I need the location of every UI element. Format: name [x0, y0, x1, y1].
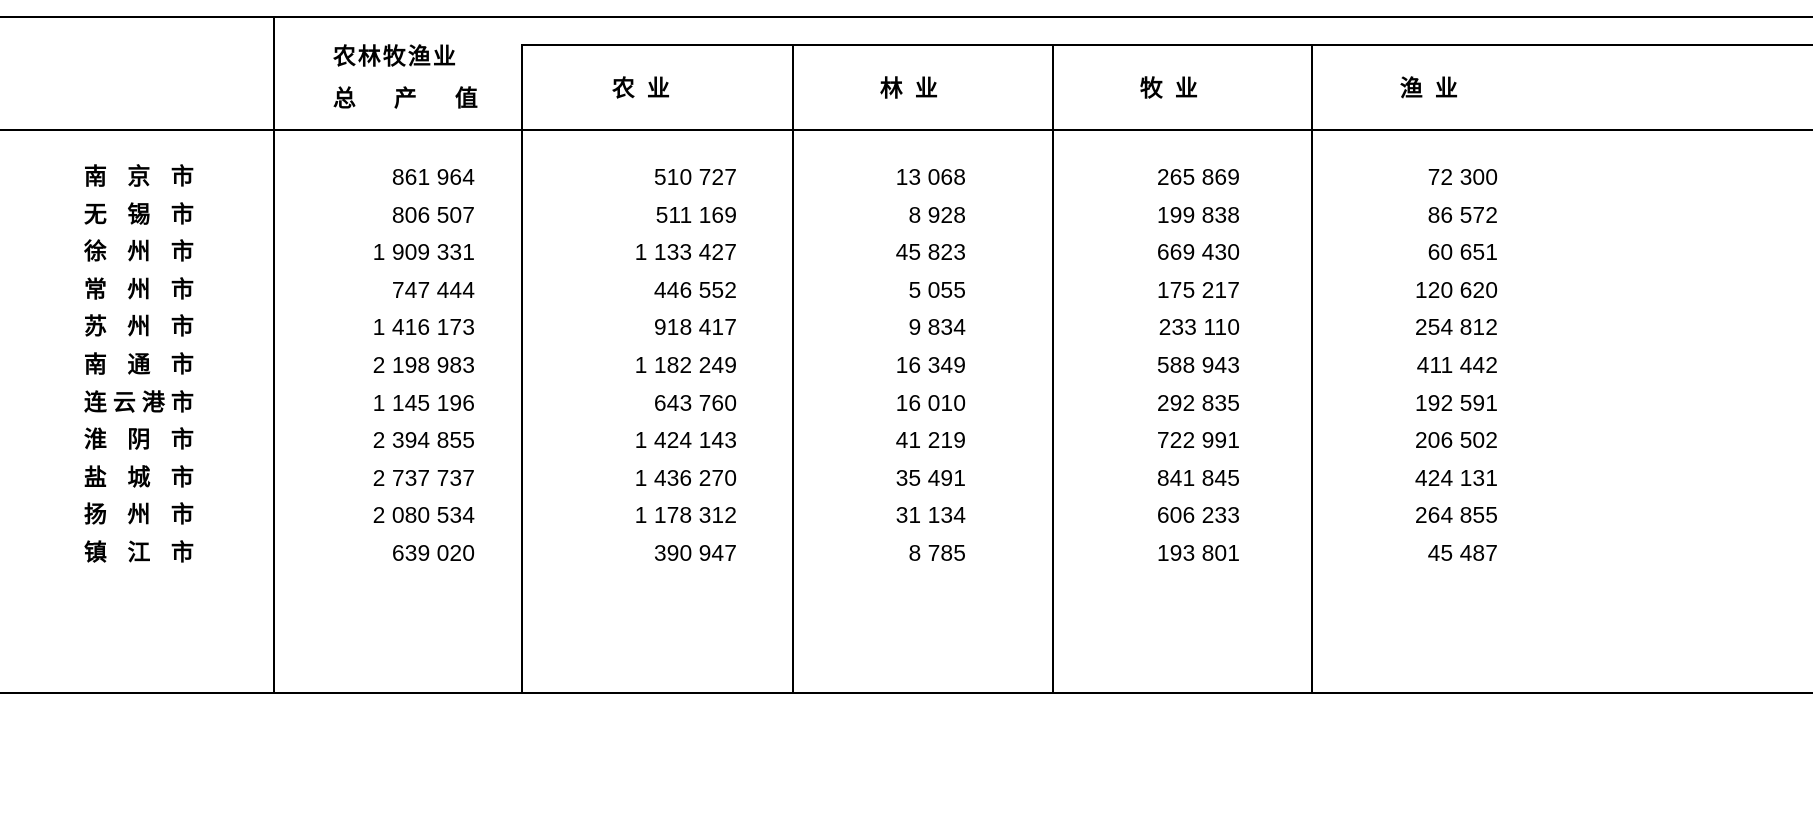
- cell-fishery: 254 812: [1414, 314, 1498, 341]
- city-name: 南通市: [84, 351, 194, 378]
- cell-forestry: 8 928: [908, 201, 966, 228]
- cell-agriculture: 1 182 249: [634, 352, 737, 378]
- cell-agriculture: 1 178 312: [634, 502, 737, 529]
- cell-animal-husbandry: 588 943: [1156, 352, 1240, 378]
- cell-animal-husbandry: 669 430: [1156, 239, 1240, 266]
- cell-fishery: 45 487: [1427, 540, 1498, 566]
- cell-agriculture: 510 727: [653, 164, 737, 190]
- cell-forestry: 41 219: [895, 427, 966, 454]
- table-top-rule: [0, 16, 1813, 18]
- city-name: 无锡市: [84, 200, 194, 228]
- column-divider: [521, 44, 523, 694]
- cell-agriculture: 918 417: [653, 314, 737, 341]
- cell-forestry: 31 134: [895, 502, 966, 529]
- table-bottom-rule: [0, 692, 1813, 694]
- cell-fishery: 72 300: [1427, 164, 1498, 190]
- cell-agriculture: 643 760: [653, 389, 737, 416]
- cell-fishery: 60 651: [1427, 239, 1498, 266]
- header-bottom-rule: [0, 129, 1813, 131]
- cell-fishery: 424 131: [1414, 464, 1498, 491]
- cell-total: 2 198 983: [372, 352, 475, 378]
- cell-forestry: 9 834: [908, 314, 966, 341]
- header-animal-husbandry: 牧 业: [1140, 75, 1201, 102]
- city-name: 扬州市: [84, 501, 194, 529]
- cell-agriculture: 390 947: [653, 540, 737, 566]
- header-fishery: 渔 业: [1400, 75, 1461, 102]
- cell-animal-husbandry: 175 217: [1156, 276, 1240, 303]
- cell-total: 861 964: [391, 164, 475, 190]
- cell-fishery: 411 442: [1416, 352, 1498, 378]
- header-total: 农林牧渔业: [333, 43, 458, 70]
- cell-animal-husbandry: 193 801: [1156, 540, 1240, 566]
- cell-animal-husbandry: 233 110: [1158, 314, 1240, 341]
- cell-agriculture: 1 436 270: [634, 464, 737, 491]
- column-divider: [273, 16, 275, 694]
- city-name: 镇江市: [84, 539, 194, 566]
- cell-forestry: 45 823: [895, 239, 966, 266]
- cell-animal-husbandry: 841 845: [1156, 464, 1240, 491]
- cell-animal-husbandry: 265 869: [1156, 164, 1240, 190]
- city-name: 徐州市: [84, 238, 194, 266]
- header-agriculture: 农 业: [612, 75, 673, 102]
- cell-forestry: 5 055: [908, 276, 966, 303]
- cell-total: 1 416 173: [372, 314, 475, 341]
- city-name: 淮阴市: [84, 426, 194, 454]
- cell-forestry: 16 349: [895, 352, 966, 378]
- cell-total: 2 080 534: [372, 502, 475, 529]
- city-name: 南京市: [84, 163, 194, 190]
- cell-fishery: 192 591: [1414, 389, 1498, 416]
- column-divider: [792, 44, 794, 694]
- cell-fishery: 120 620: [1414, 276, 1498, 303]
- header-forestry: 林 业: [880, 75, 941, 102]
- cell-agriculture: 1 133 427: [634, 239, 737, 266]
- city-name: 常州市: [84, 275, 194, 303]
- cell-agriculture: 511 169: [655, 201, 737, 228]
- cell-fishery: 264 855: [1414, 502, 1498, 529]
- cell-total: 1 145 196: [372, 389, 475, 416]
- column-divider: [1052, 44, 1054, 694]
- cell-total: 806 507: [391, 201, 475, 228]
- cell-agriculture: 1 424 143: [634, 427, 737, 454]
- header-total-line2: 总 产 值: [333, 85, 478, 112]
- cell-total: 1 909 331: [372, 239, 475, 266]
- city-name: 苏州市: [84, 313, 194, 341]
- cell-total: 2 394 855: [372, 427, 475, 454]
- cell-forestry: 16 010: [895, 389, 966, 416]
- cell-forestry: 13 068: [895, 164, 966, 190]
- cell-agriculture: 446 552: [653, 276, 737, 303]
- city-name: 盐城市: [84, 463, 194, 491]
- column-divider: [1311, 44, 1313, 694]
- cell-animal-husbandry: 606 233: [1156, 502, 1240, 529]
- cell-fishery: 206 502: [1414, 427, 1498, 454]
- cell-total: 639 020: [391, 540, 475, 566]
- cell-total: 2 737 737: [372, 464, 475, 491]
- cell-fishery: 86 572: [1427, 201, 1498, 228]
- cell-animal-husbandry: 722 991: [1156, 427, 1240, 454]
- subheader-rule: [522, 44, 1813, 46]
- cell-animal-husbandry: 292 835: [1156, 389, 1240, 416]
- cell-animal-husbandry: 199 838: [1156, 201, 1240, 228]
- city-name: 连云港市: [84, 388, 194, 416]
- cell-total: 747 444: [391, 276, 475, 303]
- cell-forestry: 8 785: [908, 540, 966, 566]
- cell-forestry: 35 491: [895, 464, 966, 491]
